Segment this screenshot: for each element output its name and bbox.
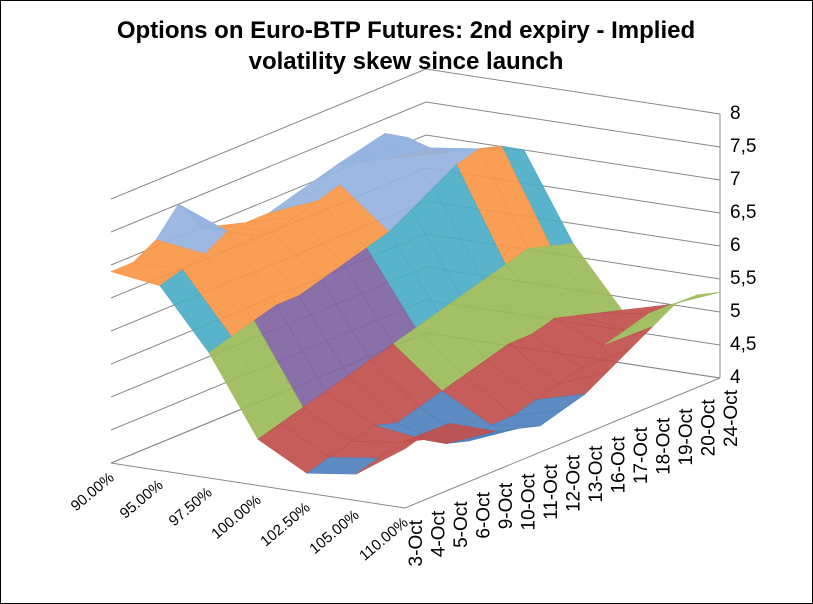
x-tick-label: 90.00% <box>68 469 118 515</box>
depth-tick-label: 9-Oct <box>496 482 517 529</box>
x-tick-label: 110.00% <box>356 514 411 564</box>
depth-tick-label: 10-Oct <box>519 473 540 531</box>
chart-title: Options on Euro-BTP Futures: 2nd expiry … <box>116 17 696 75</box>
depth-tick-label: 3-Oct <box>406 519 427 566</box>
grid-line <box>110 68 721 200</box>
depth-tick-label: 16-Oct <box>609 436 630 494</box>
depth-tick-label: 20-Oct <box>699 399 720 457</box>
depth-tick-label: 5-Oct <box>451 501 472 548</box>
surface-patch <box>355 432 428 475</box>
z-tick-label: 6,5 <box>730 202 756 223</box>
x-tick-label: 100.00% <box>208 492 264 543</box>
depth-tick-label: 19-Oct <box>676 408 697 466</box>
x-tick-label: 105.00% <box>306 507 362 558</box>
depth-tick-label: 11-Oct <box>541 464 562 520</box>
depth-tick-label: 13-Oct <box>586 445 607 503</box>
depth-tick-label: 18-Oct <box>654 417 675 475</box>
z-tick-label: 6 <box>730 235 741 256</box>
floor-edge <box>110 377 721 509</box>
z-tick-label: 7,5 <box>730 136 756 157</box>
x-tick-label: 102.50% <box>257 499 313 550</box>
x-tick-label: 95.00% <box>117 477 167 523</box>
depth-tick-label: 12-Oct <box>564 454 585 512</box>
z-tick-label: 7 <box>730 169 741 190</box>
depth-tick-label: 17-Oct <box>631 426 652 484</box>
x-tick-label: 97.50% <box>166 484 216 530</box>
grid-line <box>110 101 721 233</box>
z-tick-label: 4,5 <box>730 334 756 355</box>
depth-tick-label: 24-Oct <box>721 389 742 447</box>
z-tick-label: 4 <box>730 367 741 388</box>
z-tick-label: 5 <box>730 301 741 322</box>
z-tick-label: 5,5 <box>730 268 756 289</box>
z-tick-label: 8 <box>730 103 741 124</box>
depth-tick-label: 4-Oct <box>429 510 450 557</box>
depth-tick-label: 6-Oct <box>474 491 495 538</box>
grid-line <box>110 134 721 266</box>
